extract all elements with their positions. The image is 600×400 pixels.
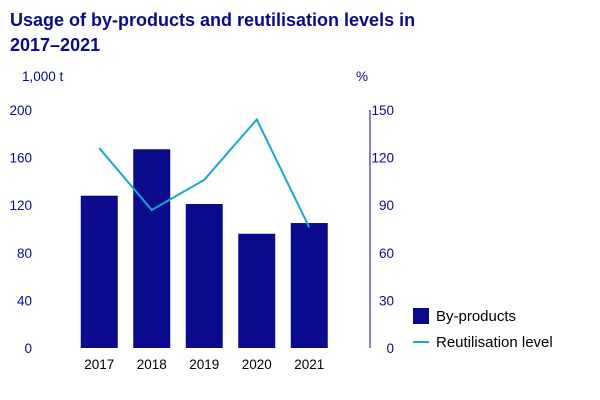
bar-2019	[185, 204, 223, 348]
bar-2018	[133, 149, 171, 348]
right-axis-unit: %	[356, 69, 368, 84]
x-tick-label: 2019	[189, 357, 219, 372]
right-tick-label: 150	[371, 103, 394, 118]
left-tick-label: 200	[9, 103, 32, 118]
chart-title: Usage of by-products and reutilisation l…	[10, 10, 416, 55]
x-tick-label: 2020	[242, 357, 272, 372]
legend-line-label: Reutilisation level	[436, 334, 553, 351]
left-tick-label: 160	[9, 151, 32, 166]
right-tick-label: 30	[379, 293, 394, 308]
legend-bar-swatch	[413, 308, 429, 324]
left-tick-label: 40	[17, 293, 32, 308]
bar-2017	[80, 195, 118, 348]
legend-bar-label: By-products	[436, 308, 516, 325]
x-tick-label: 2018	[137, 357, 167, 372]
legend-layer: By-products Reutilisation level	[413, 308, 553, 351]
line-layer	[98, 117, 311, 228]
right-tick-label: 0	[386, 341, 394, 356]
right-tick-label: 120	[371, 151, 394, 166]
x-tick-label: 2017	[84, 357, 114, 372]
left-tick-label: 80	[17, 246, 32, 261]
left-tick-label: 120	[9, 198, 32, 213]
x-tick-label: 2021	[294, 357, 324, 372]
right-tick-label: 60	[379, 246, 394, 261]
axes-layer: 0 40 80 120 160 200 0 30 60 90 120 150 1,000 t % 2017 2…	[9, 69, 394, 372]
bar-2020	[238, 233, 276, 348]
left-axis-unit: 1,000 t	[22, 69, 64, 84]
left-tick-label: 0	[24, 341, 32, 356]
bars-layer	[80, 149, 328, 348]
bar-2021	[290, 223, 328, 348]
right-tick-label: 90	[379, 198, 394, 213]
